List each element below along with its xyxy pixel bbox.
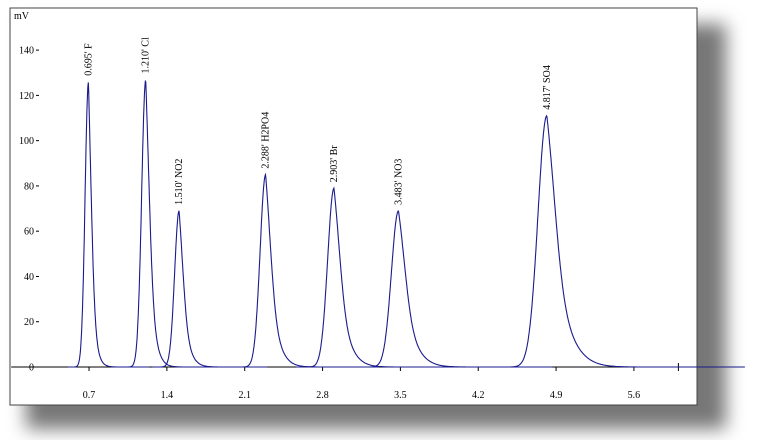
peak <box>296 186 469 368</box>
x-tick-label: 0.7 <box>83 390 96 401</box>
y-tick-label: 20 <box>24 317 34 328</box>
y-unit: mV <box>14 11 30 22</box>
x-tick-label: 2.8 <box>316 390 329 401</box>
x-tick-label: 1.4 <box>161 390 174 401</box>
y-tick-label: 40 <box>24 272 34 283</box>
y-tick-label: 60 <box>24 227 34 238</box>
y-tick-label: 140 <box>19 46 34 57</box>
x-tick-label: 3.5 <box>394 390 407 401</box>
plot-frame <box>9 7 698 406</box>
peak-label: 0.695' F <box>83 43 94 76</box>
peak-label: 4.817' SO4 <box>542 65 553 110</box>
x-tick-label: 4.9 <box>550 390 563 401</box>
peak <box>68 82 150 368</box>
y-tick-label: 80 <box>24 181 34 192</box>
peak-label: 1.510' NO2 <box>174 159 185 205</box>
x-tick-label: 5.6 <box>628 390 641 401</box>
y-tick-label: 0 <box>29 363 34 374</box>
peak-label: 2.903' Br <box>329 145 340 182</box>
peak-label: 2.288' H2PO4 <box>261 112 272 169</box>
peak <box>355 209 553 368</box>
peak-label: 1.210' Cl <box>141 37 152 73</box>
y-tick-label: 100 <box>19 136 34 147</box>
peak <box>152 210 268 368</box>
peak-label: 3.483' NO3 <box>394 159 405 205</box>
peak <box>493 114 745 368</box>
x-tick-label: 2.1 <box>238 390 251 401</box>
y-tick-label: 120 <box>19 91 34 102</box>
x-tick-label: 4.2 <box>472 390 485 401</box>
peak <box>121 80 224 368</box>
